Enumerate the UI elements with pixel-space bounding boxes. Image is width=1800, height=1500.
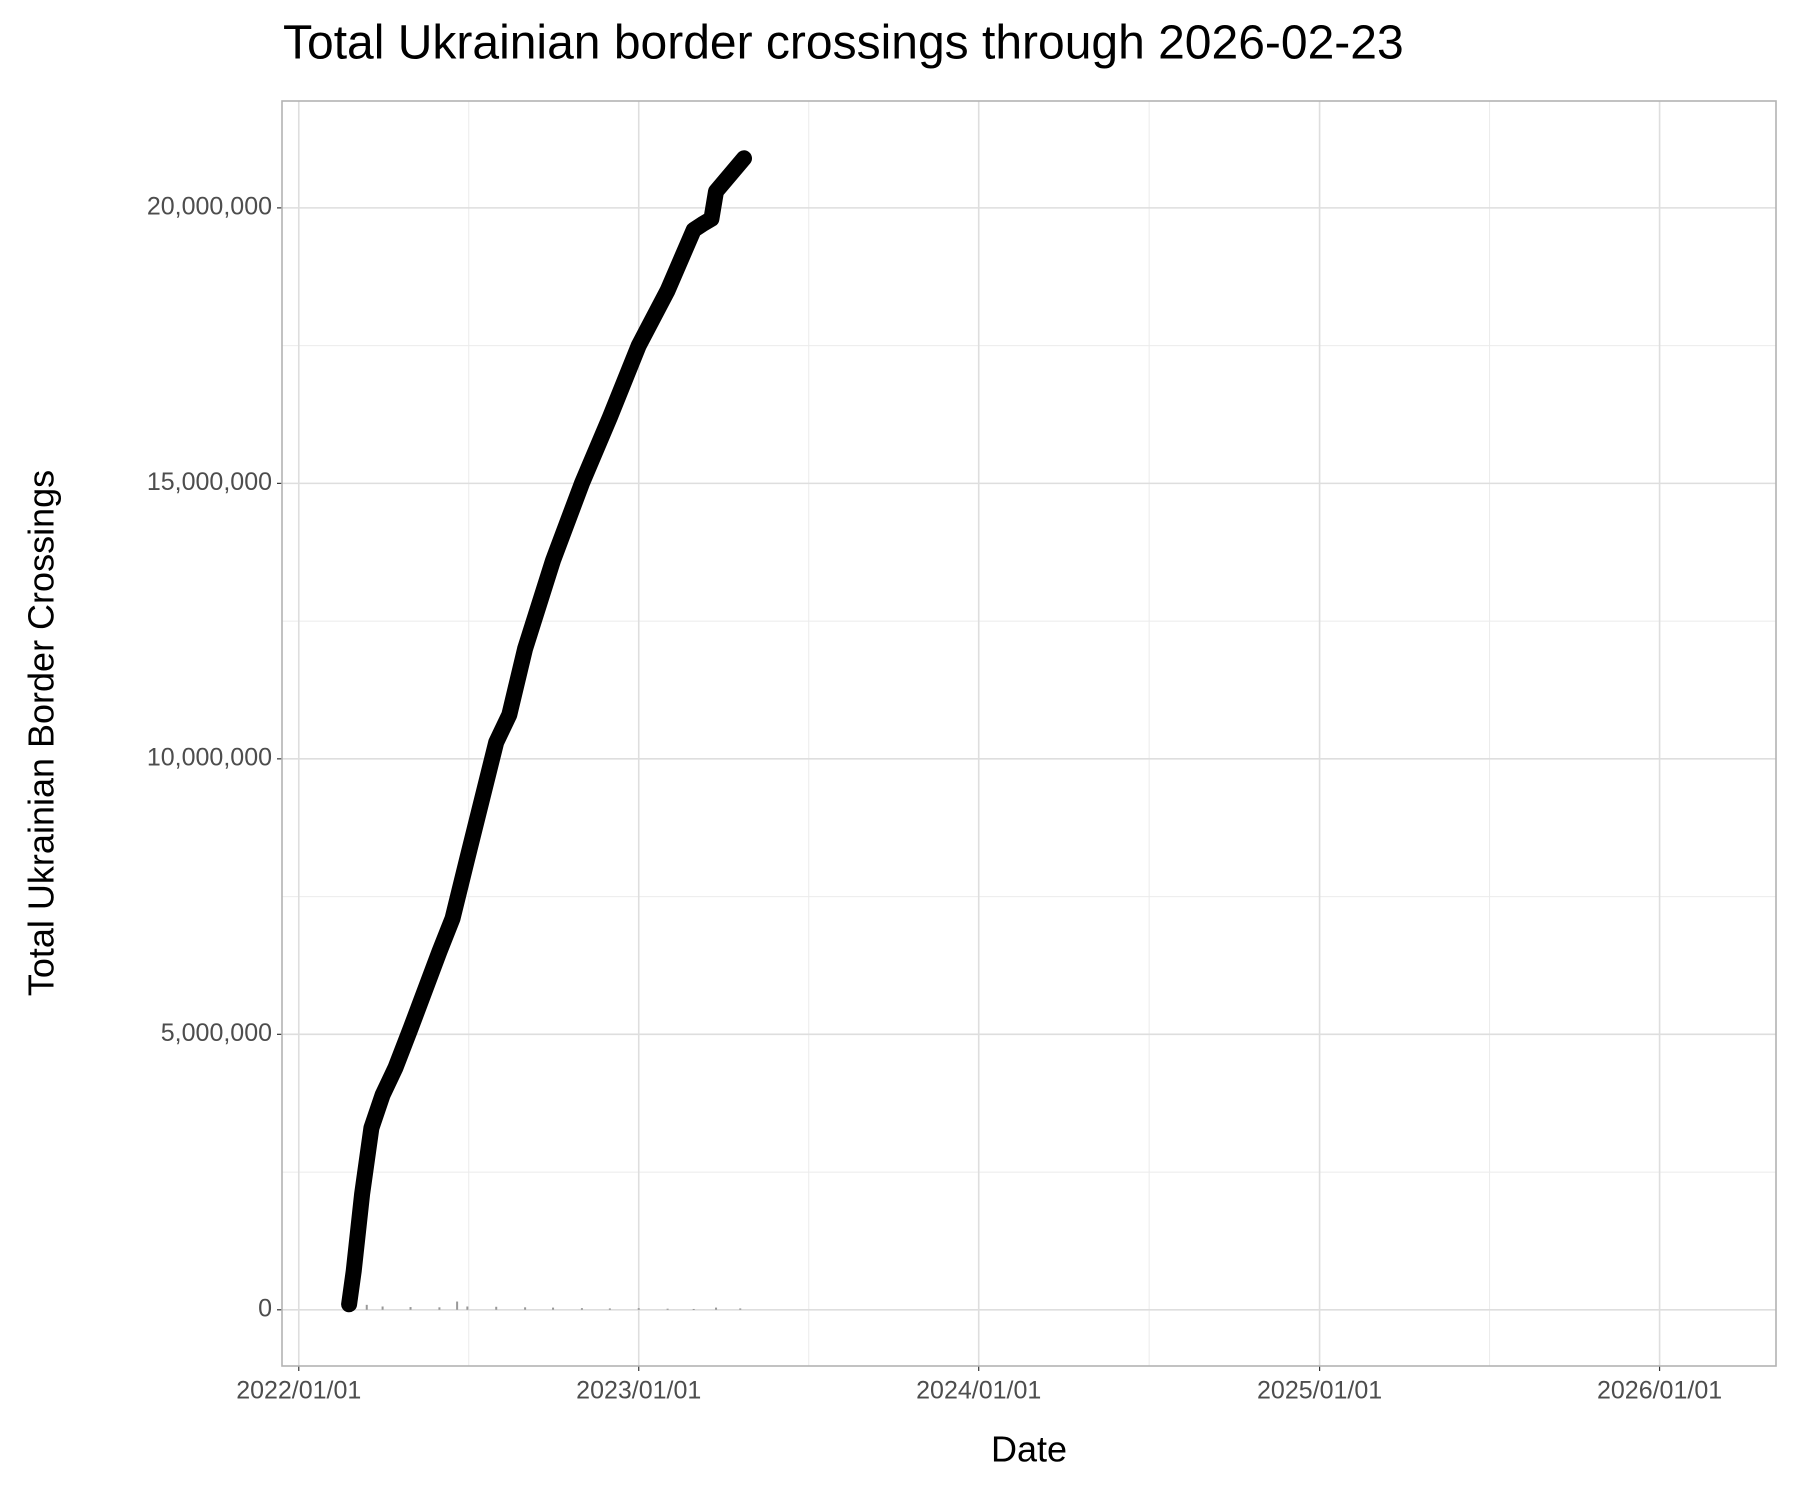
daily-bar: [580, 1308, 583, 1310]
daily-bar: [666, 1308, 669, 1310]
x-tick-label: 2022/01/01: [236, 1377, 361, 1405]
y-tick-label: 20,000,000: [147, 192, 272, 220]
daily-bar: [495, 1306, 498, 1310]
y-tick-label: 0: [258, 1294, 272, 1322]
x-tick-label: 2026/01/01: [1597, 1377, 1722, 1405]
y-tick-label: 10,000,000: [147, 743, 272, 771]
daily-bar: [381, 1306, 384, 1310]
daily-bar: [608, 1308, 611, 1310]
x-axis-title: Date: [991, 1429, 1067, 1470]
chart-title: Total Ukrainian border crossings through…: [283, 17, 1404, 70]
y-tick-label: 5,000,000: [161, 1019, 272, 1047]
daily-bar: [692, 1308, 695, 1310]
daily-bar: [739, 1308, 742, 1310]
panel-border: [281, 100, 1777, 1367]
cumulative-line: [341, 150, 752, 1313]
x-tick-label: 2023/01/01: [576, 1377, 701, 1405]
daily-bar: [438, 1307, 441, 1310]
y-axis-title: Total Ukrainian Border Crossings: [21, 470, 62, 996]
x-tick-label: 2024/01/01: [916, 1377, 1041, 1405]
daily-bar: [409, 1307, 412, 1310]
y-tick-label: 15,000,000: [147, 468, 272, 496]
daily-bar: [466, 1306, 469, 1310]
daily-bar: [637, 1308, 640, 1310]
x-tick-label: 2025/01/01: [1257, 1377, 1382, 1405]
daily-bar: [365, 1304, 368, 1310]
daily-bar: [524, 1307, 527, 1310]
daily-bar: [715, 1307, 718, 1310]
daily-bar: [552, 1307, 555, 1310]
daily-bar: [456, 1301, 459, 1310]
